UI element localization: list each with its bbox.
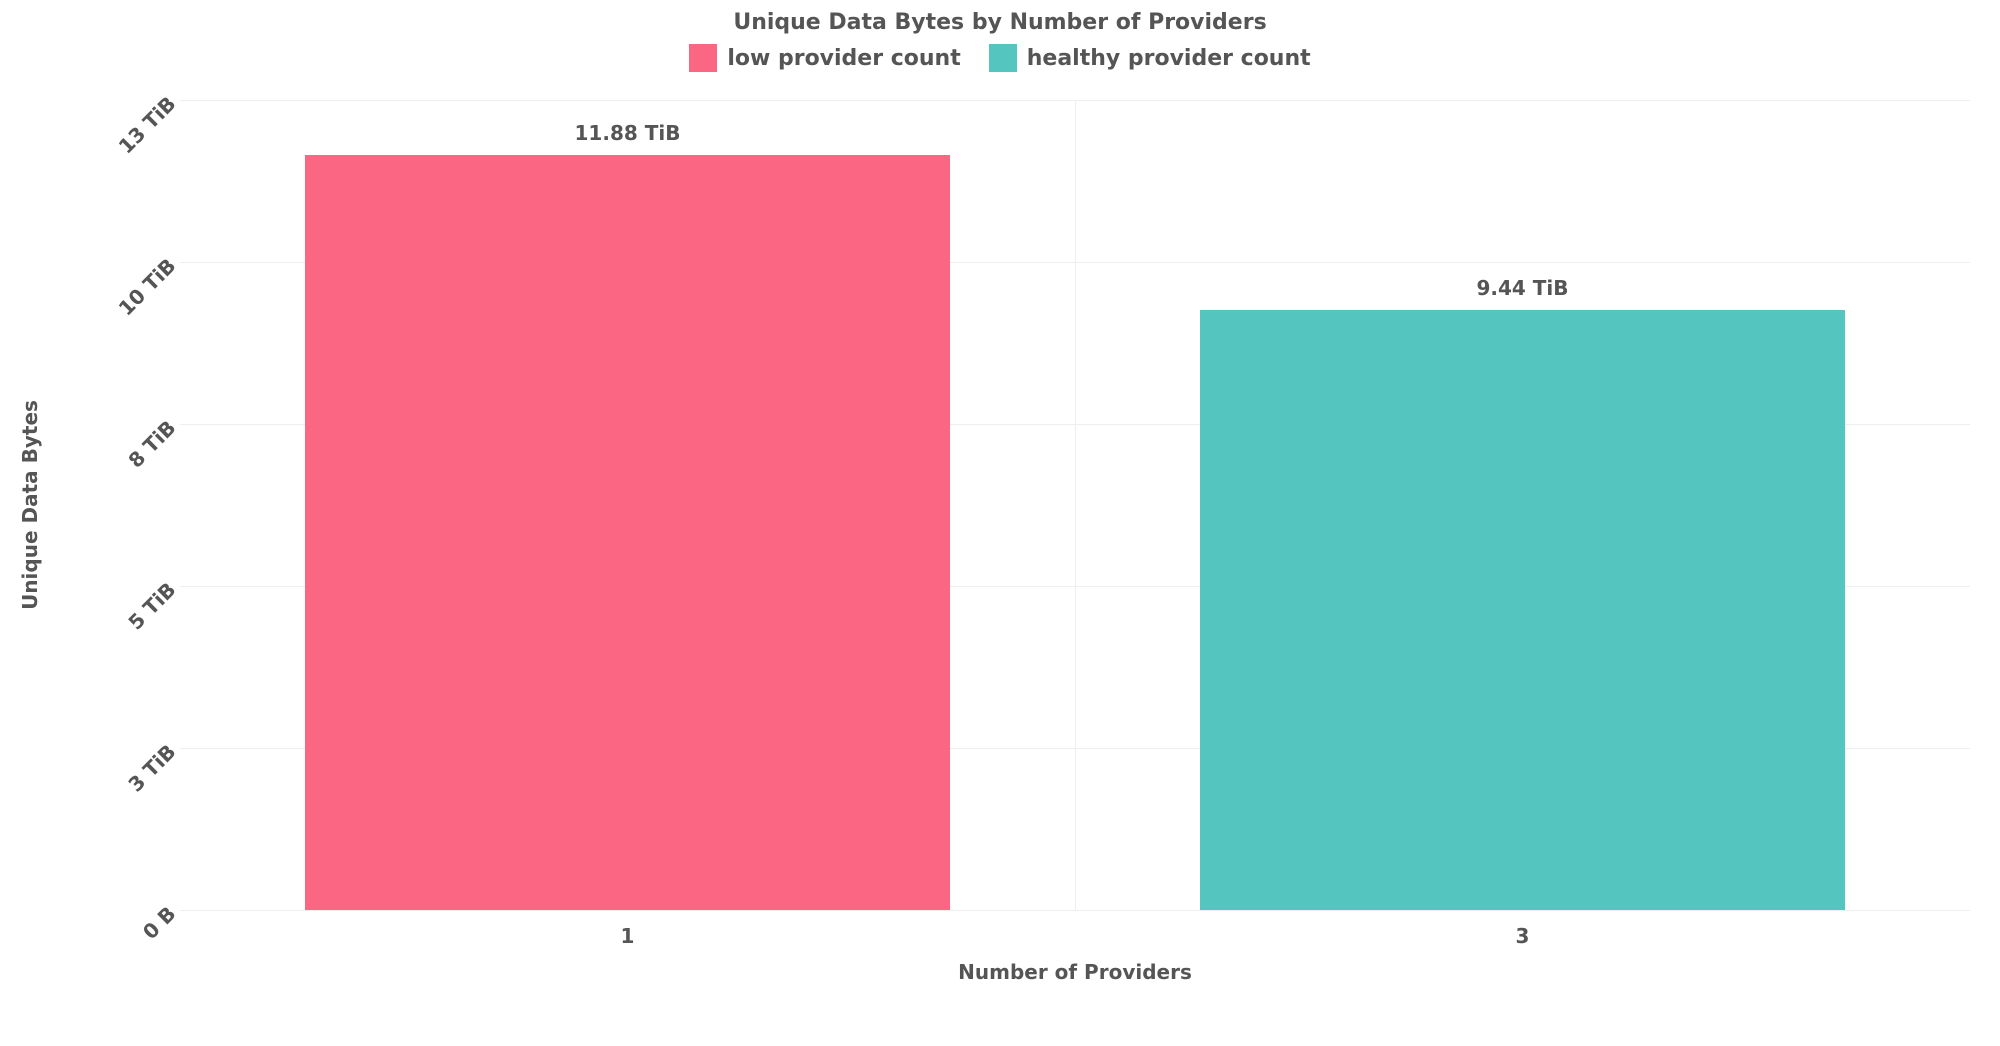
chart-container: Unique Data Bytes by Number of Providers… xyxy=(0,0,2000,1000)
legend-label: low provider count xyxy=(727,46,960,71)
gridline-vertical xyxy=(1075,100,1076,910)
y-tick-label: 13 TiB xyxy=(36,92,180,236)
x-tick-label: 1 xyxy=(621,924,635,948)
bar-value-label: 11.88 TiB xyxy=(575,121,681,145)
chart-title: Unique Data Bytes by Number of Providers xyxy=(0,10,2000,35)
x-tick-label: 3 xyxy=(1516,924,1530,948)
legend-swatch xyxy=(689,44,717,72)
legend-item: low provider count xyxy=(689,44,960,72)
y-tick-label: 3 TiB xyxy=(36,740,180,884)
bar-value-label: 9.44 TiB xyxy=(1476,276,1568,300)
y-tick-label: 8 TiB xyxy=(36,416,180,560)
bar xyxy=(1200,310,1844,910)
y-tick-label: 5 TiB xyxy=(36,578,180,722)
gridline xyxy=(180,910,1970,911)
bar xyxy=(305,155,949,910)
x-axis-title: Number of Providers xyxy=(958,960,1192,984)
legend-label: healthy provider count xyxy=(1027,46,1311,71)
y-axis-title: Unique Data Bytes xyxy=(18,400,42,610)
y-tick-label: 10 TiB xyxy=(36,254,180,398)
plot-area: 11.88 TiB 9.44 TiB xyxy=(180,100,1970,910)
y-tick-label: 0 B xyxy=(36,902,180,1046)
legend-swatch xyxy=(989,44,1017,72)
legend: low provider count healthy provider count xyxy=(0,44,2000,72)
legend-item: healthy provider count xyxy=(989,44,1311,72)
